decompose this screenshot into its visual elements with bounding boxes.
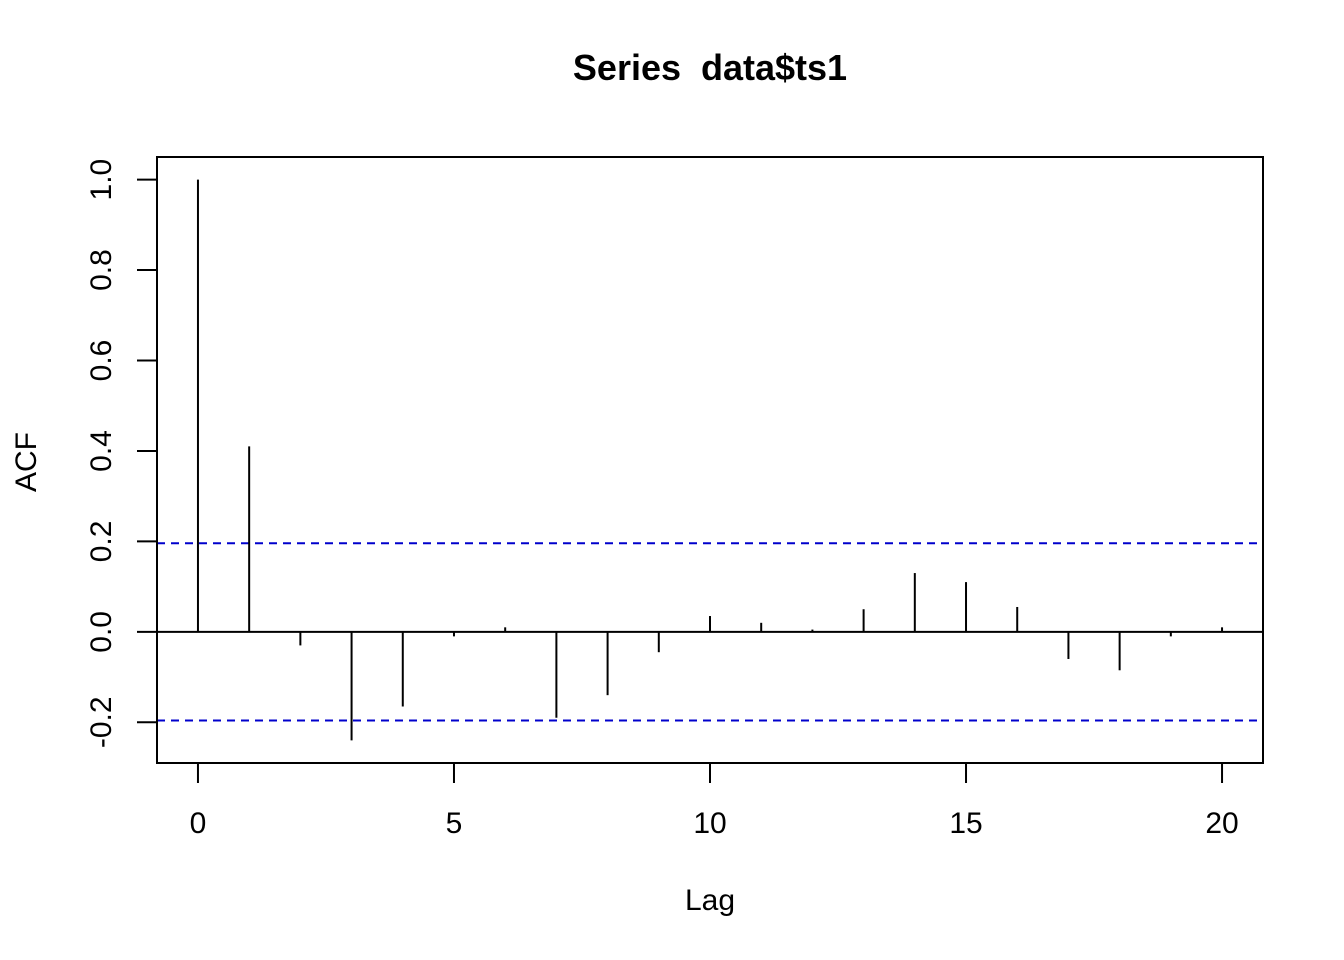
y-axis-label: ACF: [10, 432, 43, 492]
x-tick-label: 10: [693, 807, 726, 840]
x-tick-label: 15: [949, 807, 982, 840]
x-axis: 0 5 10 15 20: [190, 762, 1239, 840]
y-tick-label: 0.0: [85, 611, 118, 653]
x-axis-label: Lag: [685, 884, 735, 917]
y-axis: -0.2 0.0 0.2 0.4 0.6 0.8 1.0: [85, 159, 158, 748]
y-tick-label: 0.8: [85, 249, 118, 291]
y-tick-label: 1.0: [85, 159, 118, 201]
x-tick-label: 20: [1205, 807, 1238, 840]
x-tick-label: 5: [446, 807, 463, 840]
y-tick-label: 0.6: [85, 340, 118, 382]
x-tick-label: 0: [190, 807, 207, 840]
y-tick-label: 0.2: [85, 521, 118, 563]
plot-frame: [156, 156, 1264, 764]
confidence-bounds: [157, 542, 1263, 722]
y-tick-label: 0.4: [85, 430, 118, 472]
acf-bars: [196, 179, 1224, 741]
y-tick-label: -0.2: [85, 696, 118, 748]
chart-title: Series data$ts1: [573, 47, 847, 88]
